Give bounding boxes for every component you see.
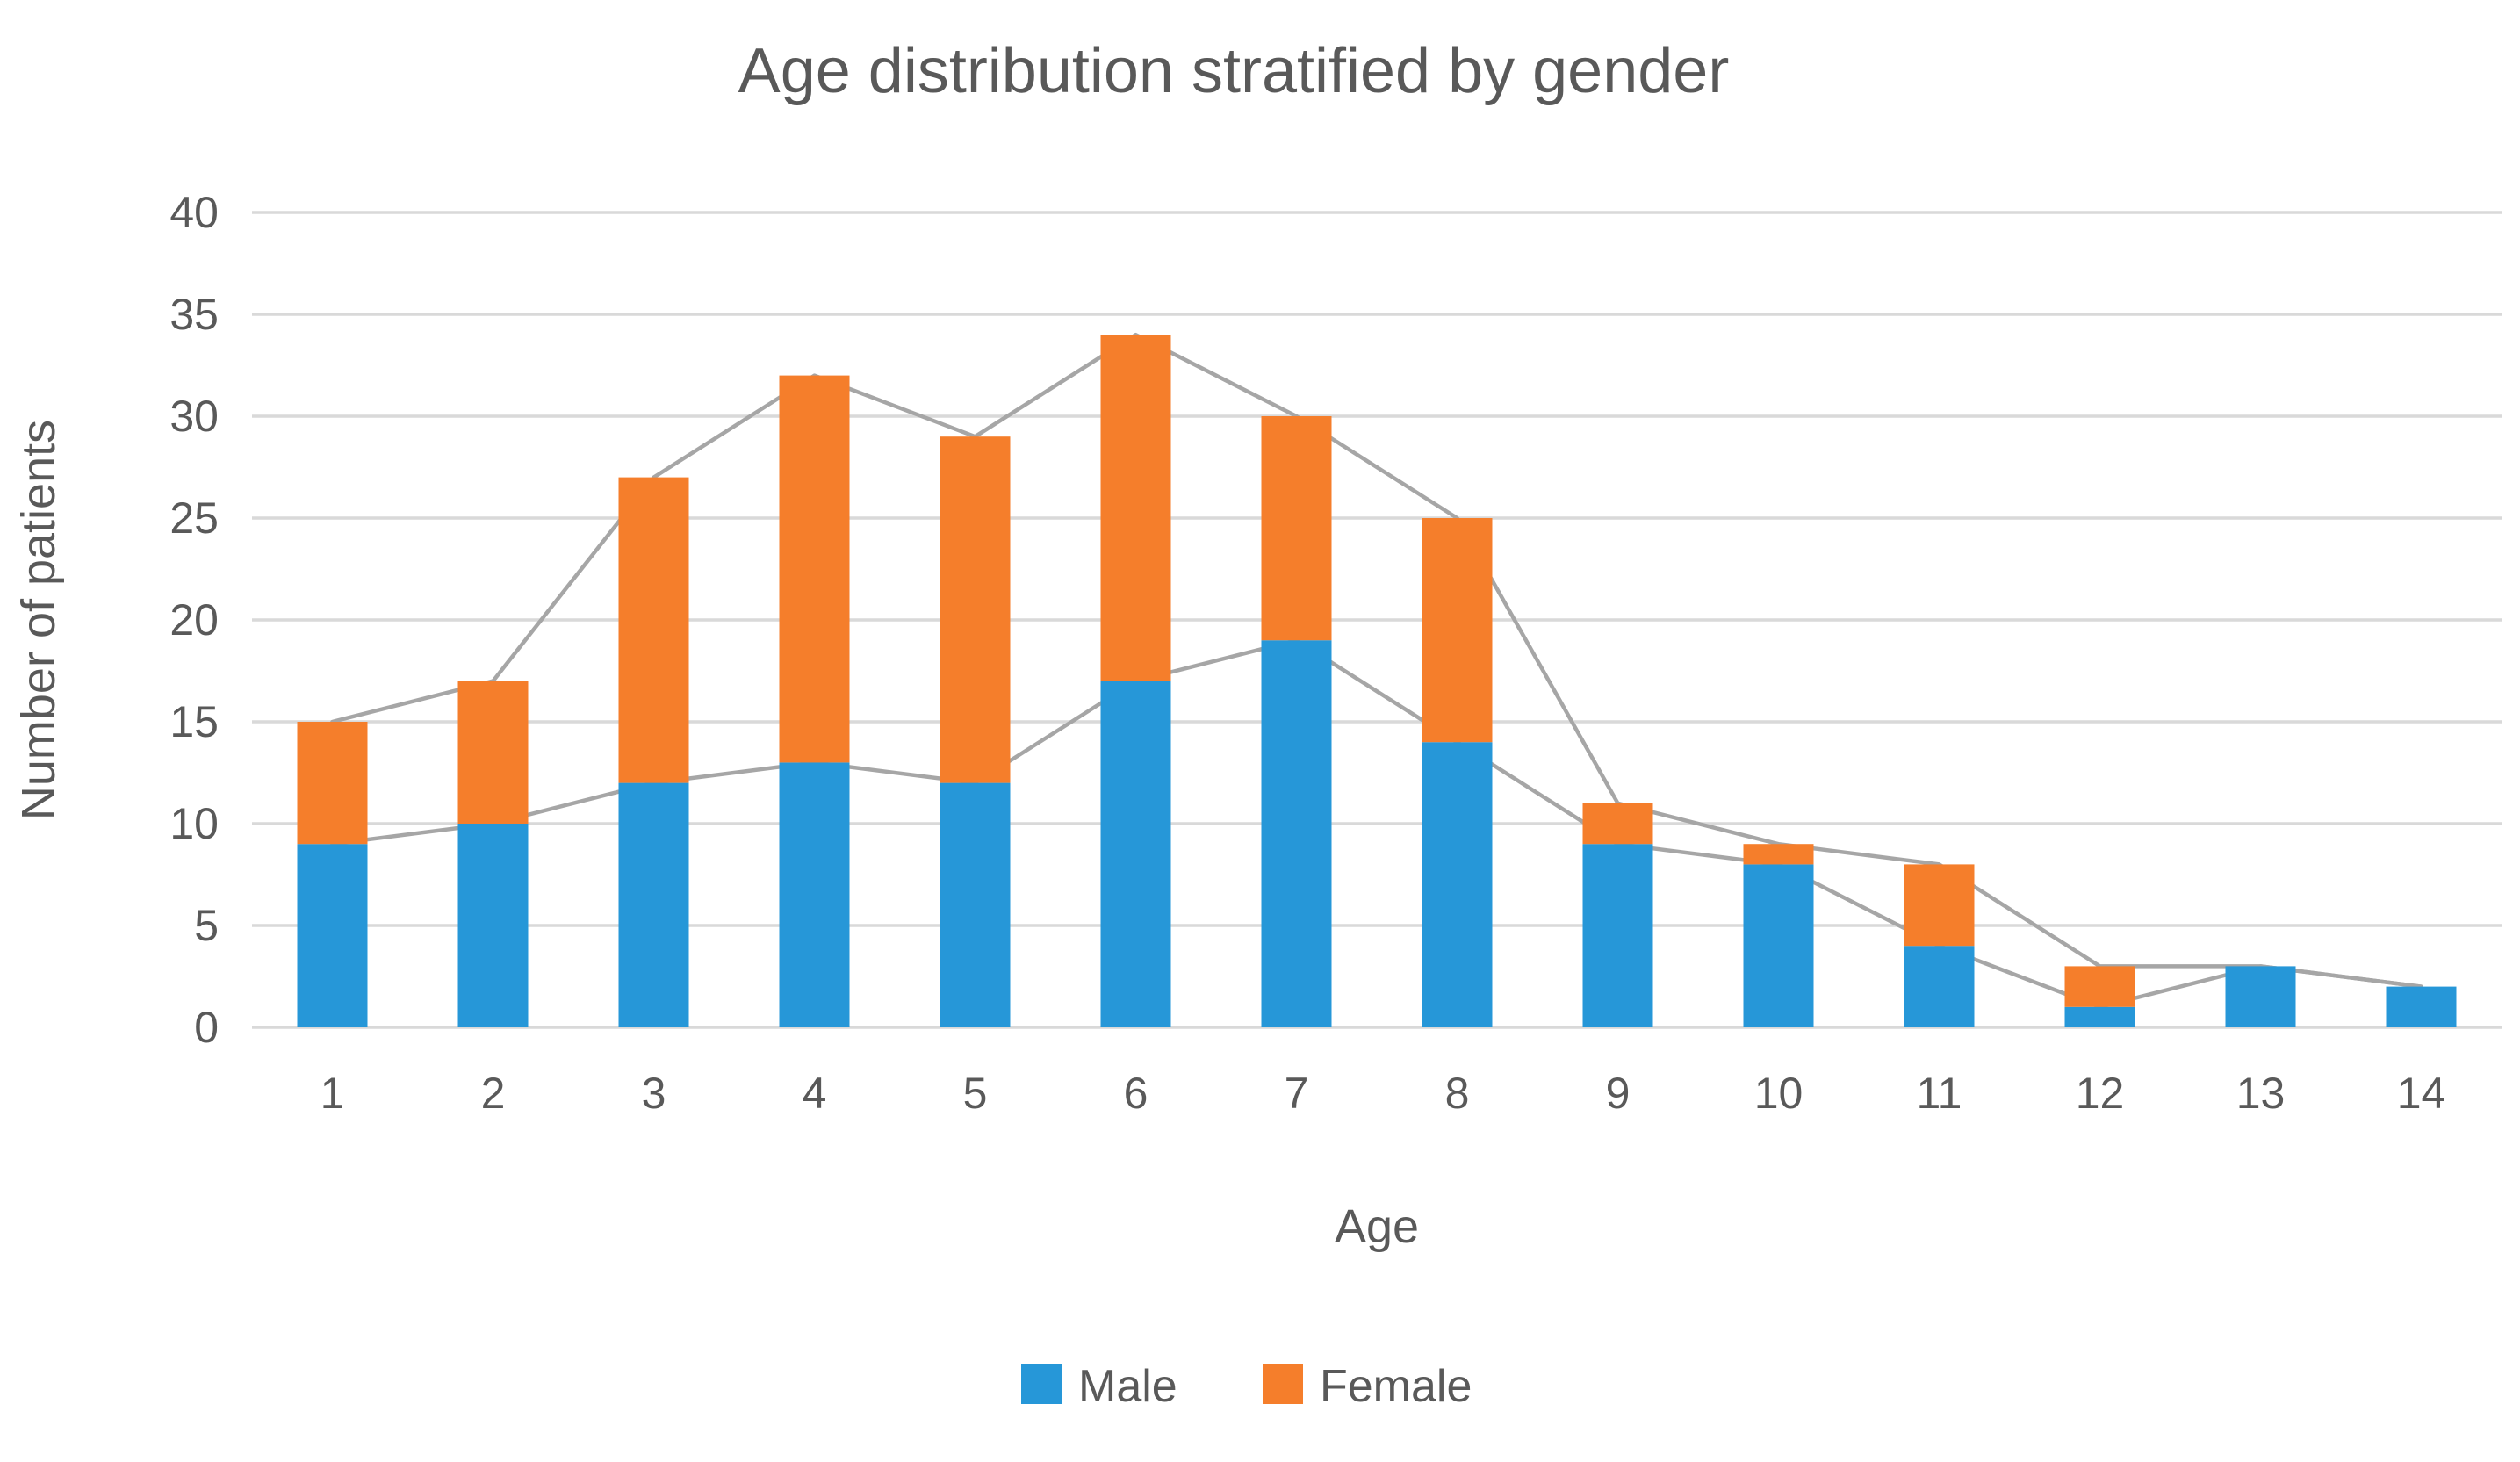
bar-male-13 <box>2225 966 2296 1027</box>
bar-female-1 <box>297 722 368 845</box>
x-tick-label-13: 13 <box>2236 1069 2286 1118</box>
x-axis-tick-labels: 1 2 3 4 5 6 7 8 9 10 11 12 13 14 <box>320 1069 2446 1118</box>
bar-female-12 <box>2064 966 2135 1007</box>
bar-male-5 <box>940 782 1011 1027</box>
bar-female-9 <box>1582 803 1653 845</box>
bar-male-1 <box>297 844 368 1027</box>
y-tick-label-10: 10 <box>169 799 219 848</box>
legend-swatch-female <box>1263 1364 1303 1404</box>
legend-swatch-male <box>1021 1364 1062 1404</box>
x-tick-label-12: 12 <box>2076 1069 2125 1118</box>
x-axis-title: Age <box>1335 1200 1419 1253</box>
chart-title: Age distribution stratified by gender <box>738 36 1730 106</box>
bar-male-9 <box>1582 844 1653 1027</box>
bar-male-10 <box>1743 864 1814 1027</box>
bar-female-4 <box>779 375 850 763</box>
x-tick-label-6: 6 <box>1124 1069 1148 1118</box>
y-tick-label-0: 0 <box>194 1003 219 1052</box>
y-tick-label-25: 25 <box>169 493 219 543</box>
x-tick-label-4: 4 <box>803 1069 827 1118</box>
y-tick-label-30: 30 <box>169 392 219 441</box>
bar-female-3 <box>618 477 689 783</box>
bar-male-14 <box>2386 986 2457 1027</box>
y-tick-label-35: 35 <box>169 290 219 339</box>
bar-male-4 <box>779 762 850 1027</box>
bars <box>297 335 2457 1027</box>
x-tick-label-8: 8 <box>1445 1069 1470 1118</box>
legend: Male Female <box>1021 1361 1472 1412</box>
bar-male-12 <box>2064 1006 2135 1027</box>
y-axis-title: Number of patients <box>12 420 65 820</box>
x-tick-label-3: 3 <box>642 1069 666 1118</box>
x-tick-label-5: 5 <box>963 1069 988 1118</box>
y-tick-label-20: 20 <box>169 595 219 645</box>
y-tick-label-40: 40 <box>169 188 219 237</box>
y-tick-label-5: 5 <box>194 901 219 950</box>
bar-male-11 <box>1904 946 1975 1027</box>
bar-male-2 <box>457 824 529 1027</box>
gridlines <box>252 211 2502 1029</box>
x-tick-label-10: 10 <box>1754 1069 1804 1118</box>
bar-male-7 <box>1261 640 1332 1027</box>
x-tick-label-9: 9 <box>1606 1069 1631 1118</box>
bar-female-2 <box>457 681 529 824</box>
x-tick-label-11: 11 <box>1917 1069 1962 1118</box>
bar-female-8 <box>1422 518 1493 743</box>
total-trend-line <box>330 332 2423 989</box>
x-tick-label-1: 1 <box>320 1069 345 1118</box>
x-tick-label-14: 14 <box>2397 1069 2446 1118</box>
bar-female-11 <box>1904 864 1975 947</box>
legend-label-male: Male <box>1078 1361 1177 1412</box>
y-tick-label-15: 15 <box>169 697 219 746</box>
x-tick-label-7: 7 <box>1285 1069 1309 1118</box>
bar-female-5 <box>940 436 1011 783</box>
x-tick-label-2: 2 <box>481 1069 506 1118</box>
bar-female-10 <box>1743 844 1814 865</box>
bar-female-7 <box>1261 416 1332 641</box>
bar-male-3 <box>618 782 689 1027</box>
bar-female-6 <box>1100 335 1171 681</box>
legend-label-female: Female <box>1320 1361 1472 1412</box>
y-axis-tick-labels: 0 5 10 15 20 25 30 35 40 <box>169 188 219 1052</box>
bar-male-6 <box>1100 681 1171 1027</box>
bar-male-8 <box>1422 742 1493 1027</box>
